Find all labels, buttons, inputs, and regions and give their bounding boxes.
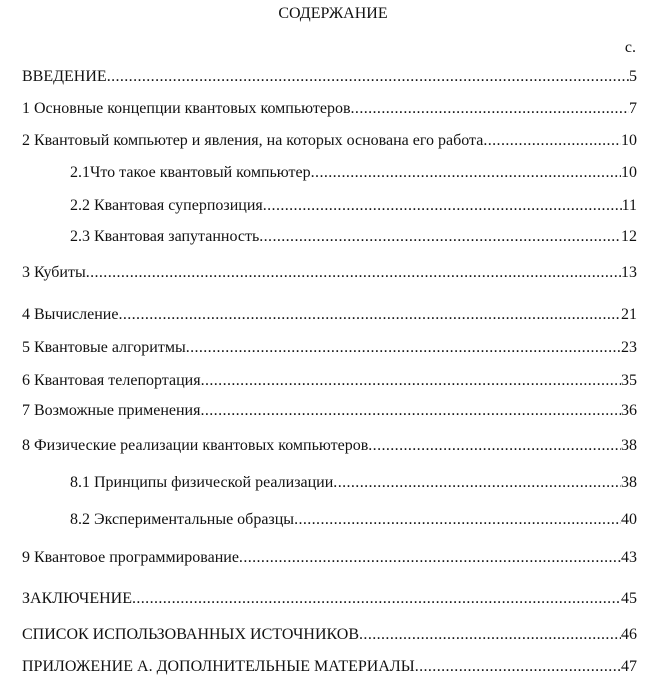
toc-entry-page: 47 <box>621 658 637 675</box>
dot-leader <box>359 625 621 645</box>
toc-entry-page: 7 <box>629 100 637 117</box>
toc-entry[interactable]: 2.2 Квантовая суперпозиция 11 <box>70 196 637 216</box>
toc-entry[interactable]: 2.3 Квантовая запутанность 12 <box>70 227 637 247</box>
dot-leader <box>311 163 621 183</box>
toc-entry[interactable]: 2 Квантовый компьютер и явления, на кото… <box>22 131 637 151</box>
toc-entry-page: 38 <box>621 474 637 491</box>
dot-leader <box>200 401 621 421</box>
toc-entry[interactable]: 8.1 Принципы физической реализации 38 <box>70 473 637 493</box>
toc-entry-page: 35 <box>621 372 637 389</box>
toc-entry-page: 11 <box>621 197 637 214</box>
toc-entry[interactable]: ВВЕДЕНИЕ 5 <box>22 67 637 87</box>
toc-entry[interactable]: 8.2 Экспериментальные образцы 40 <box>70 510 637 530</box>
toc-entry-page: 36 <box>621 402 637 419</box>
dot-leader <box>294 510 621 530</box>
toc-entry-page: 38 <box>621 437 637 454</box>
toc-entry-page: 10 <box>621 132 637 149</box>
dot-leader <box>333 473 621 493</box>
toc-entry-title: 7 Возможные применения <box>22 402 201 419</box>
toc-entry-page: 21 <box>621 306 637 323</box>
toc-entry-title: 6 Квантовая телепортация <box>22 372 201 389</box>
toc-entry[interactable]: 3 Кубиты 13 <box>22 263 637 283</box>
toc-entry-title: 2.3 Квантовая запутанность <box>70 228 260 245</box>
toc-entry-title: ЗАКЛЮЧЕНИЕ <box>22 590 132 607</box>
toc-entry-title: 8 Физические реализации квантовых компью… <box>22 437 369 454</box>
toc-entry[interactable]: СПИСОК ИСПОЛЬЗОВАННЫХ ИСТОЧНИКОВ 46 <box>22 625 637 645</box>
toc-entry[interactable]: 5 Квантовые алгоритмы 23 <box>22 338 637 358</box>
toc-entry[interactable]: ЗАКЛЮЧЕНИЕ 45 <box>22 589 637 609</box>
toc-entry-title: 2 Квантовый компьютер и явления, на кото… <box>22 132 484 149</box>
toc-entry-title: ВВЕДЕНИЕ <box>22 68 107 85</box>
toc-title: СОДЕРЖАНИЕ <box>278 5 388 22</box>
toc-entry-page: 40 <box>621 511 637 528</box>
toc-entry-title: 1 Основные концепции квантовых компьютер… <box>22 100 351 117</box>
toc-entry[interactable]: 9 Квантовое программирование 43 <box>22 548 637 568</box>
toc-entry[interactable]: 2.1Что такое квантовый компьютер 10 <box>70 163 637 183</box>
toc-entry-title: 2.1Что такое квантовый компьютер <box>70 164 311 181</box>
toc-entry[interactable]: 1 Основные концепции квантовых компьютер… <box>22 99 637 119</box>
dot-leader <box>483 131 621 151</box>
dot-leader <box>368 436 621 456</box>
dot-leader <box>118 305 621 325</box>
dot-leader <box>201 371 621 391</box>
toc-entry-page: 45 <box>621 590 637 607</box>
toc-entry[interactable]: 8 Физические реализации квантовых компью… <box>22 436 637 456</box>
dot-leader <box>107 67 629 87</box>
toc-entry-title: 4 Вычисление <box>22 306 119 323</box>
dot-leader <box>263 196 622 216</box>
toc-entry-page: 13 <box>621 264 637 281</box>
dot-leader <box>351 99 629 119</box>
toc-entry-title: СПИСОК ИСПОЛЬЗОВАННЫХ ИСТОЧНИКОВ <box>22 626 360 643</box>
page-column-label: с. <box>624 39 636 56</box>
toc-entry-page: 12 <box>621 228 637 245</box>
toc-entry-page: 23 <box>621 339 637 356</box>
dot-leader <box>132 589 621 609</box>
dot-leader <box>86 263 621 283</box>
toc-entry-title: 3 Кубиты <box>22 264 86 281</box>
dot-leader <box>415 657 621 677</box>
dot-leader <box>239 548 621 568</box>
toc-entry-title: 9 Квантовое программирование <box>22 549 239 566</box>
toc-entry-page: 10 <box>621 164 637 181</box>
toc-entry-title: ПРИЛОЖЕНИЕ А. ДОПОЛНИТЕЛЬНЫЕ МАТЕРИАЛЫ <box>22 658 415 675</box>
toc-entry-page: 43 <box>621 549 637 566</box>
toc-entry-title: 8.2 Экспериментальные образцы <box>70 511 295 528</box>
toc-entry-title: 2.2 Квантовая суперпозиция <box>70 197 263 214</box>
toc-entry-title: 5 Квантовые алгоритмы <box>22 339 186 356</box>
dot-leader <box>186 338 621 358</box>
toc-entry[interactable]: 7 Возможные применения 36 <box>22 401 637 421</box>
toc-entry[interactable]: 4 Вычисление 21 <box>22 305 637 325</box>
toc-entry-title: 8.1 Принципы физической реализации <box>70 474 334 491</box>
toc-entry-page: 46 <box>621 626 637 643</box>
dot-leader <box>259 227 621 247</box>
toc-entry-page: 5 <box>629 68 637 85</box>
toc-entry[interactable]: 6 Квантовая телепортация 35 <box>22 371 637 391</box>
toc-entry[interactable]: ПРИЛОЖЕНИЕ А. ДОПОЛНИТЕЛЬНЫЕ МАТЕРИАЛЫ 47 <box>22 657 637 677</box>
